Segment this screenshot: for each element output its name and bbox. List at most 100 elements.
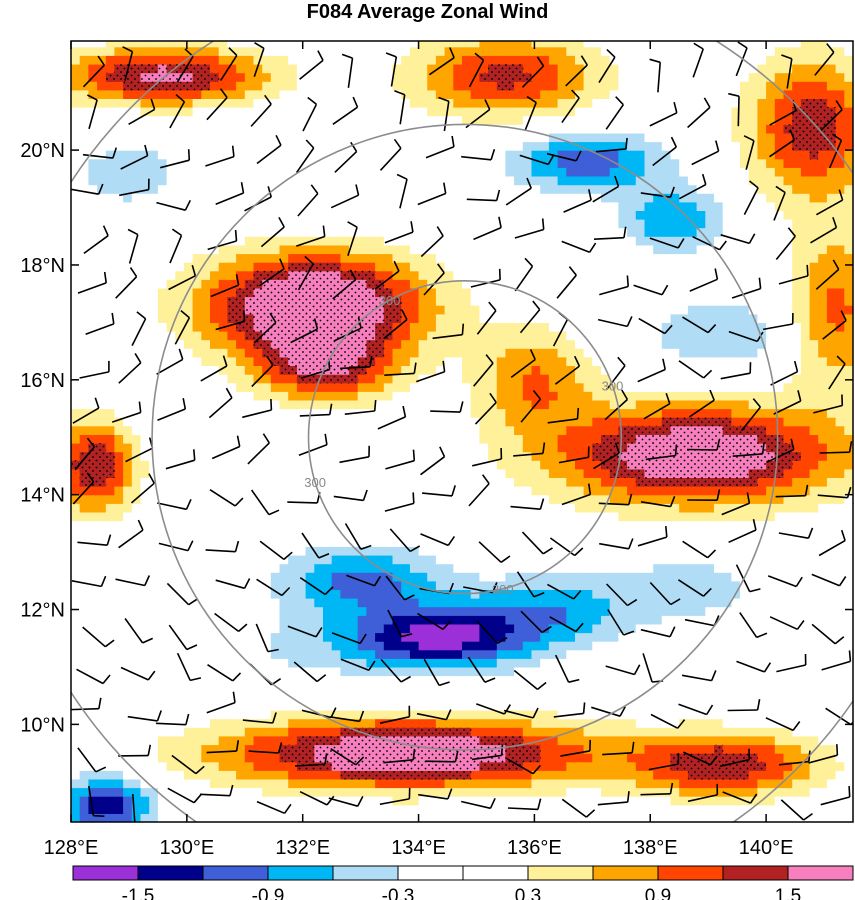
field-cell	[218, 761, 228, 771]
field-cell	[470, 150, 480, 160]
field-cell	[210, 417, 220, 427]
field-cell	[522, 244, 533, 255]
field-cell	[105, 331, 116, 341]
field-cell	[97, 331, 107, 341]
field-cell	[71, 227, 81, 237]
field-cell	[296, 477, 307, 487]
field-cell	[236, 365, 246, 375]
field-cell	[479, 89, 489, 99]
field-cell	[514, 649, 524, 659]
field-cell	[114, 632, 124, 642]
field-cell	[453, 30, 462, 39]
field-cell	[357, 72, 367, 82]
field-cell	[123, 443, 133, 453]
field-cell	[331, 417, 341, 427]
field-cell	[514, 374, 524, 384]
field-cell	[79, 675, 89, 685]
field-cell	[488, 236, 498, 246]
field-cell	[505, 244, 515, 255]
field-cell	[401, 305, 411, 315]
field-cell	[157, 778, 168, 789]
field-cell	[383, 227, 394, 237]
field-cell	[444, 675, 454, 685]
field-cell	[88, 98, 98, 108]
field-cell	[383, 563, 394, 573]
field-cell	[166, 107, 176, 117]
field-cell	[392, 365, 402, 375]
field-cell	[496, 158, 507, 168]
field-cell	[314, 391, 324, 401]
field-cell	[253, 813, 263, 822]
field-cell	[444, 296, 454, 306]
field-cell	[105, 753, 116, 763]
field-cell	[114, 804, 124, 814]
field-cell	[522, 313, 533, 323]
field-cell	[123, 417, 133, 427]
field-cell	[401, 184, 411, 194]
field-cell	[383, 81, 394, 91]
field-cell	[314, 778, 324, 789]
field-cell	[522, 511, 533, 522]
field-cell	[479, 356, 489, 366]
field-cell	[331, 701, 341, 711]
field-cell	[349, 72, 359, 82]
field-cell	[227, 563, 237, 573]
field-cell	[340, 81, 350, 91]
field-cell	[514, 529, 524, 539]
field-cell	[427, 520, 437, 530]
field-cell	[357, 486, 367, 496]
field-cell	[314, 787, 324, 797]
field-cell	[279, 158, 289, 168]
field-cell	[314, 692, 324, 702]
field-cell	[427, 813, 437, 822]
field-cell	[227, 339, 237, 349]
field-cell	[470, 141, 480, 151]
field-cell	[522, 132, 533, 143]
field-cell	[270, 503, 281, 513]
field-cell	[375, 55, 385, 65]
field-cell	[479, 236, 489, 246]
field-cell	[375, 692, 385, 702]
field-cell	[453, 813, 463, 822]
field-cell	[479, 399, 489, 410]
field-cell	[453, 701, 463, 711]
field-cell	[244, 486, 255, 496]
field-cell	[496, 666, 507, 677]
field-cell	[392, 236, 402, 246]
field-cell	[253, 443, 263, 453]
field-cell	[375, 684, 385, 694]
field-cell	[288, 770, 298, 780]
field-cell	[218, 331, 228, 341]
field-cell	[201, 193, 211, 203]
field-cell	[540, 770, 550, 780]
field-cell	[453, 666, 463, 677]
field-cell	[488, 546, 498, 556]
field-cell	[314, 107, 324, 117]
field-cell	[262, 744, 272, 754]
field-cell	[270, 701, 281, 711]
field-cell	[227, 761, 237, 771]
field-cell	[201, 55, 211, 65]
field-cell	[540, 623, 550, 634]
field-cell	[357, 124, 367, 134]
field-cell	[114, 262, 124, 272]
field-cell	[253, 546, 263, 556]
field-cell	[105, 167, 116, 177]
field-cell	[323, 511, 333, 522]
field-cell	[210, 761, 220, 771]
field-cell	[166, 658, 176, 668]
field-cell	[435, 503, 446, 513]
field-cell	[123, 115, 133, 125]
field-cell	[192, 753, 202, 763]
field-cell	[131, 468, 142, 478]
field-cell	[270, 81, 281, 91]
field-cell	[401, 486, 411, 496]
field-cell	[218, 606, 228, 616]
field-cell	[331, 572, 341, 582]
field-cell	[157, 529, 168, 539]
field-cell	[357, 64, 367, 74]
field-cell	[401, 262, 411, 272]
field-cell	[210, 804, 220, 814]
field-cell	[288, 184, 298, 194]
field-cell	[340, 658, 350, 668]
